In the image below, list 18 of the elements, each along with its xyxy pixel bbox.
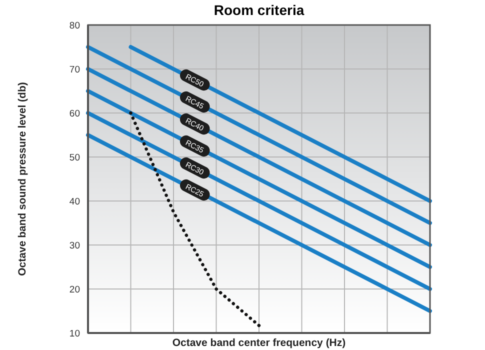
chart-title: Room criteria (212, 2, 306, 18)
y-tick-label: 60 (69, 108, 80, 120)
line-series (86, 111, 432, 291)
y-tick-label: 50 (69, 152, 80, 164)
y-tick-label: 10 (69, 328, 80, 340)
line-series (86, 89, 432, 269)
y-tick-label: 20 (69, 284, 80, 296)
y-tick-label: 30 (69, 240, 80, 252)
y-tick-label: 70 (69, 64, 80, 76)
line-series (86, 133, 432, 313)
line-series (128, 45, 432, 203)
y-tick-label: 40 (69, 196, 80, 208)
line-series (86, 67, 432, 247)
y-tick-label: 80 (69, 20, 80, 32)
line-series (129, 111, 261, 328)
line-series (86, 45, 432, 225)
x-axis-title: Octave band center frequency (Hz) (172, 337, 346, 349)
y-axis-title: Octave band sound pressure level (db) (16, 82, 29, 276)
